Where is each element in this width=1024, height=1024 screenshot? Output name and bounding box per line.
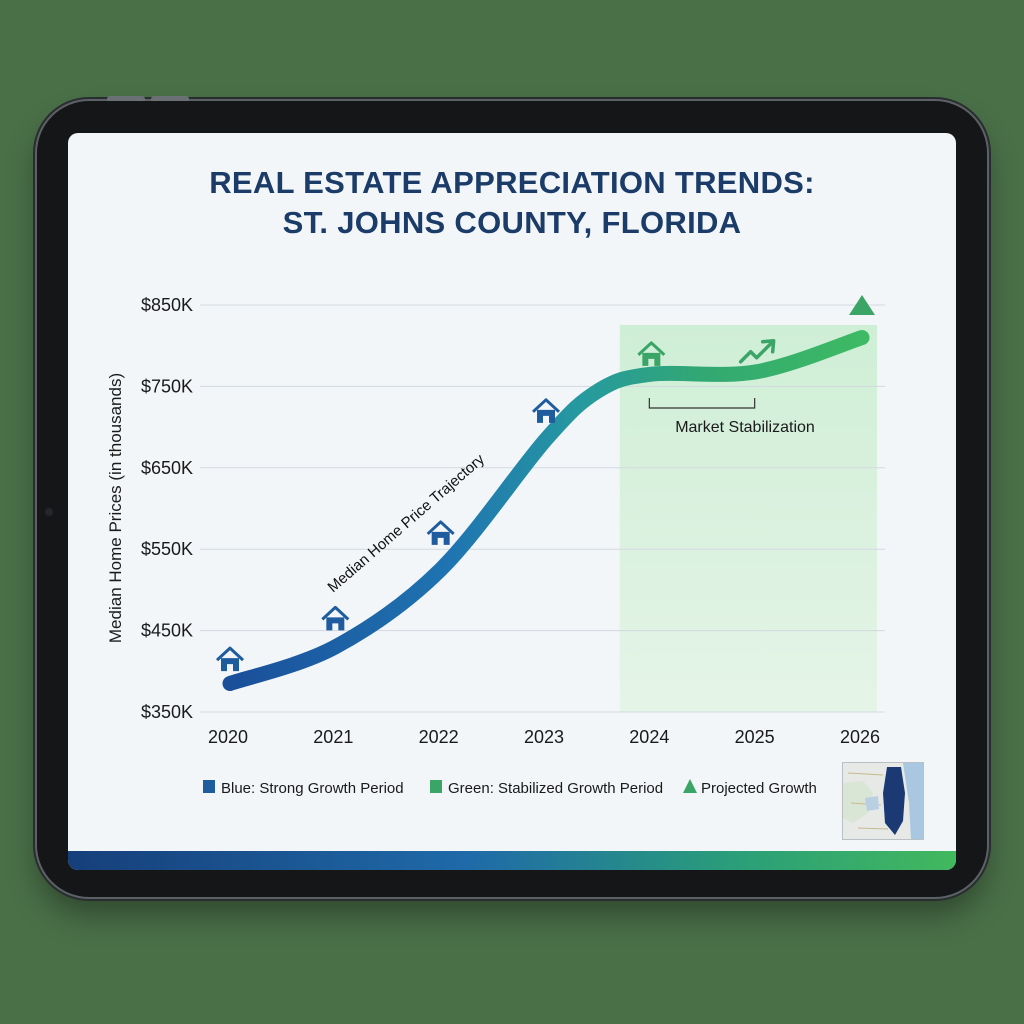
legend-label: Blue: Strong Growth Period xyxy=(221,780,404,797)
stabilization-bracket xyxy=(648,398,756,409)
house-icon xyxy=(637,341,666,366)
y-axis-label: Median Home Prices (in thousands) xyxy=(106,373,125,643)
house-body xyxy=(326,617,345,631)
stabilization-label: Market Stabilization xyxy=(675,419,815,436)
y-tick-label: $750K xyxy=(141,376,193,396)
house-body xyxy=(431,531,450,545)
house-roof xyxy=(321,605,350,621)
house-roof xyxy=(426,520,455,536)
x-tick-label: 2023 xyxy=(524,727,564,747)
x-tick-label: 2025 xyxy=(735,727,775,747)
legend-label: Green: Stabilized Growth Period xyxy=(448,780,663,797)
trend-up-arrow-icon xyxy=(738,342,773,364)
house-icon xyxy=(321,605,350,631)
house-roof xyxy=(215,646,245,662)
tablet-camera xyxy=(45,508,53,516)
house-icon xyxy=(531,398,561,423)
county-map-thumbnail xyxy=(842,762,924,840)
house-roof xyxy=(637,341,666,356)
y-tick-label: $650K xyxy=(141,458,193,478)
legend-triangle xyxy=(683,779,697,793)
tablet-volume-button xyxy=(151,96,189,101)
house-icon xyxy=(215,646,245,672)
legend-label: Projected Growth xyxy=(701,780,817,797)
chart-title-line2: ST. JOHNS COUNTY, FLORIDA xyxy=(282,205,742,240)
legend-swatch xyxy=(203,780,215,793)
x-tick-label: 2022 xyxy=(419,727,459,747)
gradient-footer-bar xyxy=(68,851,956,870)
house-roof xyxy=(531,398,561,413)
projected-growth-marker xyxy=(849,295,875,315)
house-body xyxy=(537,409,555,423)
stabilization-shaded-region xyxy=(619,325,878,712)
house-icon xyxy=(426,520,455,545)
y-tick-label: $850K xyxy=(141,295,193,315)
house-body xyxy=(221,658,239,672)
x-tick-label: 2024 xyxy=(629,727,669,747)
x-tick-label: 2021 xyxy=(313,727,353,747)
x-tick-label: 2026 xyxy=(840,727,880,747)
legend-swatch xyxy=(430,780,442,793)
chart-title-line1: REAL ESTATE APPRECIATION TRENDS: xyxy=(209,165,815,200)
trajectory-label: Median Home Price Trajectory xyxy=(324,451,488,597)
price-trend-line xyxy=(222,330,870,692)
y-tick-label: $550K xyxy=(141,539,193,559)
x-tick-label: 2020 xyxy=(208,727,248,747)
trend-arrow-head xyxy=(760,339,776,354)
y-tick-label: $450K xyxy=(141,621,193,641)
y-tick-label: $350K xyxy=(141,702,193,722)
tablet-power-button xyxy=(107,96,145,101)
florida-map-icon xyxy=(843,763,923,839)
house-body xyxy=(642,352,661,366)
